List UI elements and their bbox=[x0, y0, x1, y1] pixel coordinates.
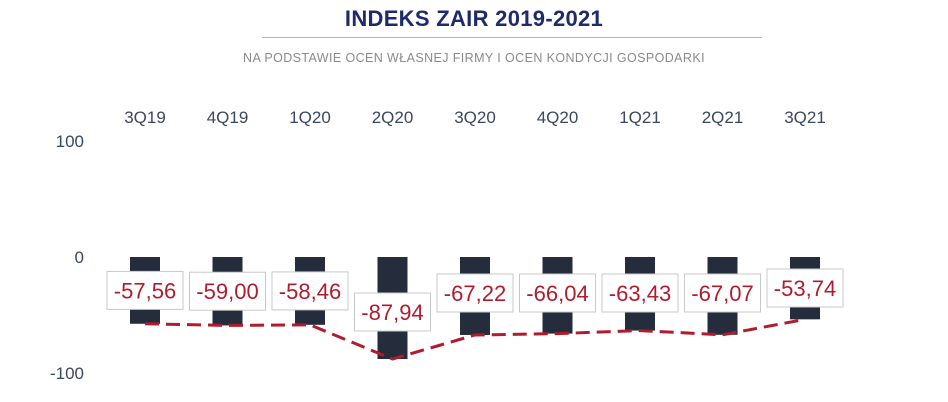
data-label: -53,74 bbox=[774, 276, 836, 301]
category-label: 2Q20 bbox=[372, 108, 414, 127]
data-label: -67,22 bbox=[444, 281, 506, 306]
data-label-box bbox=[684, 273, 761, 313]
y-tick-label: -100 bbox=[50, 364, 84, 383]
trend-line bbox=[144, 317, 806, 361]
data-label: -67,07 bbox=[691, 281, 753, 306]
category-label: 3Q19 bbox=[124, 108, 166, 127]
category-label: 3Q21 bbox=[784, 108, 826, 127]
chart-title: INDEKS ZAIR 2019-2021 bbox=[344, 6, 604, 31]
data-label-box bbox=[271, 271, 349, 311]
data-label-box bbox=[766, 268, 844, 308]
y-tick-label: 100 bbox=[56, 132, 84, 151]
data-label: -63,43 bbox=[609, 281, 671, 306]
category-label: 1Q20 bbox=[289, 108, 331, 127]
data-label: -59,00 bbox=[196, 279, 258, 304]
data-label: -66,04 bbox=[526, 281, 588, 306]
category-label: 2Q21 bbox=[702, 108, 744, 127]
data-label-box bbox=[354, 292, 431, 332]
data-label-box bbox=[601, 273, 679, 313]
data-label: -57,56 bbox=[114, 278, 176, 303]
chart-subtitle: NA PODSTAWIE OCEN WŁASNEJ FIRMY I OCEN K… bbox=[243, 51, 705, 65]
data-label-box bbox=[436, 273, 514, 313]
data-label-box bbox=[106, 270, 184, 310]
data-label-box bbox=[189, 271, 266, 311]
data-label-box bbox=[519, 273, 596, 313]
category-label: 4Q19 bbox=[207, 108, 249, 127]
title-divider bbox=[262, 37, 762, 38]
category-label: 3Q20 bbox=[454, 108, 496, 127]
data-label: -87,94 bbox=[361, 300, 423, 325]
category-label: 4Q20 bbox=[537, 108, 579, 127]
category-label: 1Q21 bbox=[619, 108, 661, 127]
data-label: -58,46 bbox=[279, 279, 341, 304]
y-tick-label: 0 bbox=[75, 248, 84, 267]
